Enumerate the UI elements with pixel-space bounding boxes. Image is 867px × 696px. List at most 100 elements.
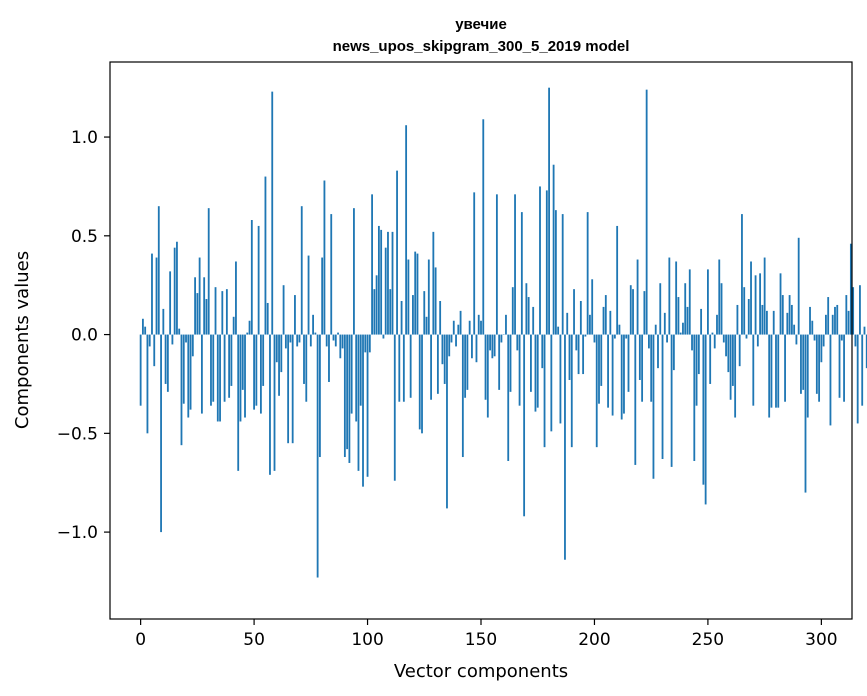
- bar-167: [518, 334, 521, 406]
- bar-188: [566, 312, 569, 335]
- bar-157: [495, 194, 498, 335]
- bar-257: [722, 334, 725, 343]
- bar-119: [409, 334, 412, 398]
- bar-232: [666, 334, 668, 343]
- bar-281: [777, 334, 780, 408]
- bar-307: [836, 304, 839, 335]
- bar-74: [307, 255, 310, 335]
- bar-22: [189, 334, 192, 410]
- bar-231: [663, 312, 666, 335]
- bar-294: [806, 334, 809, 418]
- bar-250: [707, 269, 709, 335]
- bar-87: [337, 332, 339, 335]
- bar-29: [205, 299, 208, 335]
- bar-187: [564, 334, 566, 560]
- bar-193: [577, 334, 580, 375]
- bar-239: [682, 322, 684, 335]
- bar-122: [416, 253, 419, 335]
- bar-70: [298, 334, 301, 343]
- bar-102: [371, 194, 373, 335]
- bar-278: [770, 334, 773, 408]
- bar-314: [852, 287, 855, 335]
- bar-162: [507, 334, 510, 461]
- x-tick-label-150: 150: [465, 630, 497, 650]
- bar-150: [480, 320, 482, 335]
- bar-242: [688, 269, 691, 335]
- bar-132: [439, 301, 442, 335]
- bar-266: [743, 287, 746, 335]
- bar-92: [348, 334, 351, 463]
- bar-95: [355, 334, 358, 422]
- bar-21: [187, 334, 190, 418]
- bar-254: [716, 314, 718, 335]
- bar-12: [166, 334, 169, 392]
- bar-30: [207, 208, 210, 335]
- bar-245: [695, 334, 698, 406]
- bar-265: [741, 214, 743, 335]
- bar-94: [353, 208, 355, 335]
- bar-32: [212, 334, 215, 402]
- bar-2: [144, 326, 147, 335]
- bar-13: [169, 271, 172, 335]
- bar-225: [650, 334, 653, 402]
- bar-105: [377, 225, 380, 335]
- bar-169: [523, 334, 526, 517]
- bar-318: [861, 334, 864, 406]
- bar-45: [241, 334, 244, 390]
- bar-297: [813, 334, 816, 341]
- bar-246: [697, 334, 700, 375]
- bar-195: [582, 334, 585, 375]
- bar-50: [253, 334, 255, 410]
- bar-186: [561, 214, 564, 335]
- bar-125: [423, 291, 426, 335]
- bar-260: [729, 334, 732, 400]
- bar-183: [554, 210, 557, 335]
- bar-240: [684, 283, 687, 335]
- bar-37: [223, 334, 226, 402]
- bar-126: [425, 316, 428, 335]
- bar-316: [856, 334, 859, 424]
- bar-41: [232, 316, 235, 335]
- bar-203: [600, 334, 603, 386]
- bar-79: [318, 334, 321, 458]
- bar-293: [804, 334, 807, 493]
- bar-309: [840, 334, 843, 341]
- bar-317: [859, 285, 861, 335]
- bar-171: [527, 297, 530, 335]
- bar-311: [845, 295, 848, 335]
- bar-270: [752, 334, 755, 406]
- bar-88: [339, 334, 342, 359]
- bar-138: [452, 320, 455, 335]
- bar-11: [164, 334, 167, 384]
- bar-228: [657, 334, 659, 369]
- bar-64: [284, 334, 287, 349]
- bar-1: [141, 318, 144, 335]
- bar-258: [725, 334, 727, 357]
- bar-299: [818, 334, 821, 402]
- bar-283: [781, 295, 784, 335]
- bar-43: [237, 334, 240, 471]
- bar-174: [534, 334, 537, 412]
- bar-56: [266, 302, 269, 335]
- bar-206: [607, 334, 609, 408]
- bar-147: [473, 192, 476, 335]
- bar-140: [457, 324, 460, 335]
- bar-135: [446, 334, 448, 509]
- bar-75: [309, 334, 312, 347]
- bar-3: [146, 334, 149, 434]
- bar-65: [287, 334, 290, 444]
- bar-273: [759, 273, 762, 335]
- bar-9: [160, 334, 162, 533]
- bar-310: [843, 334, 845, 402]
- bar-196: [584, 334, 587, 337]
- bar-301: [822, 334, 825, 347]
- bar-303: [827, 297, 830, 335]
- bar-83: [328, 334, 330, 382]
- bar-229: [659, 283, 662, 335]
- bar-152: [484, 334, 487, 400]
- bar-312: [847, 310, 850, 335]
- bar-24: [194, 277, 196, 335]
- bar-252: [711, 332, 714, 335]
